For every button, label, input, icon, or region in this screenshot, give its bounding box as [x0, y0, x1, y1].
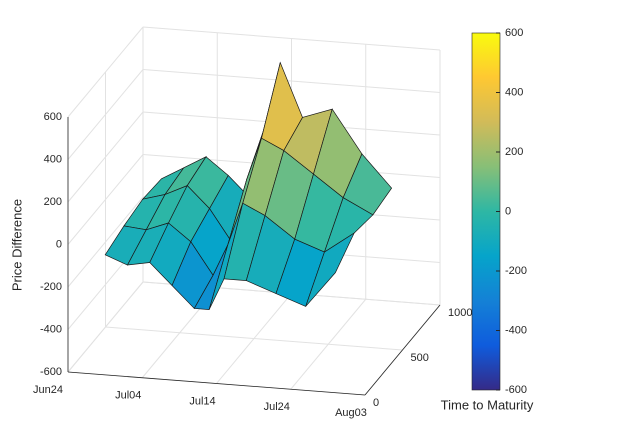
- z-tick-label: 200: [44, 196, 62, 208]
- z-axis-label: Price Difference: [9, 199, 24, 291]
- y-axis-label: Time to Maturity: [441, 397, 534, 412]
- grid-line: [67, 26, 144, 118]
- colorbar-tick-label: 400: [505, 86, 523, 98]
- colorbar-tick-label: -400: [505, 324, 527, 336]
- y-tick-label: 1000: [448, 307, 472, 319]
- colorbar-tick-label: -600: [505, 384, 527, 396]
- x-tick-label: Jul14: [189, 395, 215, 407]
- z-tick-label: -400: [40, 323, 62, 335]
- x-tick-label: Aug03: [335, 407, 367, 419]
- z-tick-label: 0: [56, 238, 62, 250]
- colorbar-tick-label: 0: [505, 205, 511, 217]
- axis-line: [364, 304, 441, 396]
- axis-line: [67, 371, 366, 396]
- grid-line: [105, 326, 403, 351]
- grid-line: [67, 196, 144, 288]
- x-tick-label: Jul04: [115, 390, 141, 402]
- z-tick-label: 400: [44, 153, 62, 165]
- grid-line: [67, 281, 144, 373]
- x-tick-label: Jun24: [33, 384, 63, 396]
- colorbar: [471, 32, 501, 391]
- surface: [104, 61, 393, 310]
- z-tick-label: -200: [40, 281, 62, 293]
- surface-patch: [305, 232, 355, 307]
- grid-line: [67, 69, 144, 160]
- colorbar-tick-label: -200: [505, 265, 527, 277]
- grid-line: [142, 26, 441, 51]
- y-tick-label: 0: [373, 397, 379, 409]
- colorbar-tick-label: 200: [505, 146, 523, 158]
- grid-line: [142, 69, 441, 93]
- grid-line: [67, 154, 144, 245]
- x-tick-label: Jul24: [264, 401, 290, 413]
- colorbar-tick-label: 600: [505, 27, 523, 39]
- grid: Jun24 Jul04 Jul14 Jul24 Aug03 0 500 1000 -600 -40…: [33, 26, 472, 419]
- z-tick-label: 600: [44, 111, 62, 123]
- z-tick-label: -600: [40, 366, 62, 378]
- grid-line: [67, 111, 144, 203]
- y-tick-label: 500: [411, 352, 429, 364]
